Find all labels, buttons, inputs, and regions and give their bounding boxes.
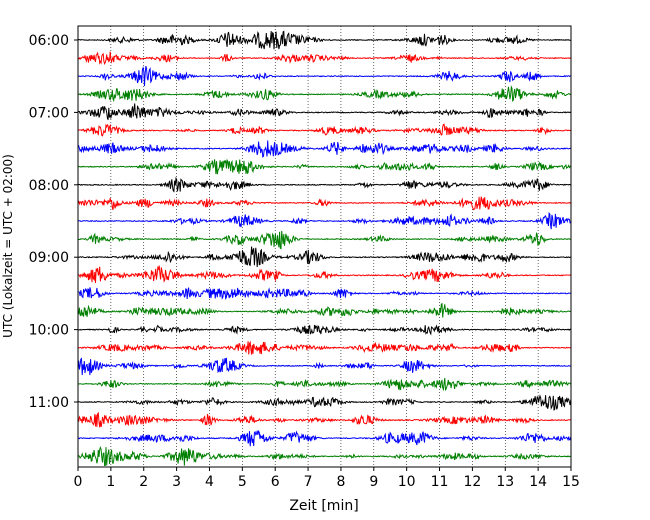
y-tick-label: 11:00 [29,395,69,411]
seismogram-trace [77,394,572,411]
x-tick-label: 5 [238,474,247,490]
seismogram-trace [77,196,572,211]
seismogram-trace [77,123,571,137]
x-tick-label: 10 [398,474,416,490]
x-tick-label: 1 [106,474,115,490]
seismogram-trace [77,85,571,103]
seismogram-trace [77,377,572,392]
seismogram-trace [77,65,571,86]
x-tick-label: 9 [369,474,378,490]
seismogram-trace [77,324,572,336]
x-axis-label: Zeit [min] [289,498,358,514]
seismogram-trace [77,51,571,66]
x-tick-label: 15 [562,474,580,490]
x-tick-label: 14 [529,474,547,490]
seismogram-trace [77,302,571,318]
x-tick-label: 13 [496,474,514,490]
x-tick-label: 4 [205,474,214,490]
x-tick-label: 8 [336,474,345,490]
plot-frame [77,25,572,468]
seismogram-trace [77,287,572,301]
x-tick-label: 6 [271,474,280,490]
y-axis-ticks: 06:00 07:00 08:00 09:00 10:00 11:00 [29,33,78,411]
y-tick-label: 07:00 [29,105,69,121]
seismogram-trace [77,212,572,230]
x-axis-ticks: 0 1 2 3 4 5 6 7 8 9 10 11 12 13 14 15 [74,467,580,490]
y-tick-label: 10:00 [29,323,69,339]
y-tick-label: 09:00 [29,250,69,266]
seismogram-trace [77,357,571,376]
seismogram-trace [77,176,572,193]
y-tick-label: 08:00 [29,178,69,194]
seismogram-traces [77,30,572,467]
seismogram-trace [77,340,572,355]
seismogram-trace [77,429,572,447]
x-tick-label: 0 [74,474,83,490]
seismogram-trace [77,411,571,428]
x-tick-label: 2 [139,474,148,490]
x-tick-label: 7 [304,474,313,490]
seismogram-trace [77,445,571,467]
x-tick-label: 11 [431,474,449,490]
seismogram-trace [77,265,572,283]
seismogram-trace [77,230,571,250]
seismogram-trace [77,158,572,175]
seismogram-trace [77,246,571,267]
seismogram-trace [77,103,572,120]
y-tick-label: 06:00 [29,33,69,49]
seismogram-trace [77,140,571,158]
seismogram-trace [77,30,571,50]
x-tick-label: 3 [172,474,181,490]
y-axis-label: UTC (Lokalzeit = UTC + 02:00) [1,154,15,338]
x-tick-label: 12 [463,474,481,490]
